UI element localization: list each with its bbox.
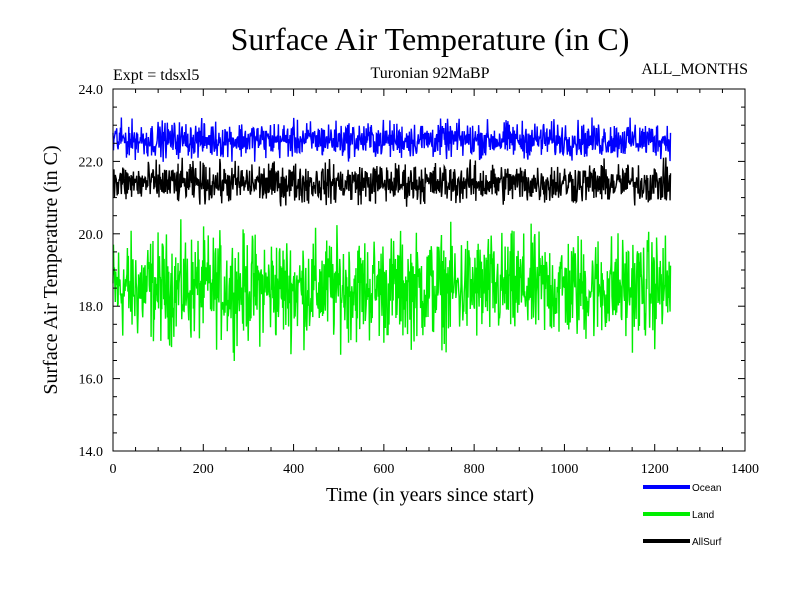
axis-tick-labels: 0 200 400 600 800 1000 1200 1400 14.0 16.0 18.0 20.… bbox=[79, 83, 760, 477]
x-tick-label: 200 bbox=[193, 462, 214, 477]
y-tick-label: 20.0 bbox=[79, 228, 104, 243]
months-label: ALL_MONTHS bbox=[641, 61, 748, 78]
x-tick-label: 1000 bbox=[550, 462, 578, 477]
x-tick-label: 400 bbox=[283, 462, 304, 477]
series-line-land bbox=[112, 219, 672, 362]
legend-label-allsurf: AllSurf bbox=[692, 537, 722, 548]
x-tick-label: 800 bbox=[464, 462, 485, 477]
x-tick-label: 1400 bbox=[731, 462, 759, 477]
y-tick-label: 22.0 bbox=[79, 155, 104, 170]
x-axis-label: Time (in years since start) bbox=[326, 484, 534, 506]
legend: Ocean Land AllSurf bbox=[643, 483, 722, 548]
x-tick-label: 1200 bbox=[641, 462, 669, 477]
legend-label-ocean: Ocean bbox=[692, 483, 721, 494]
chart-title: Surface Air Temperature (in C) bbox=[231, 21, 630, 57]
y-tick-label: 14.0 bbox=[79, 445, 104, 460]
experiment-label: Expt = tdsxl5 bbox=[113, 67, 199, 84]
legend-label-land: Land bbox=[692, 510, 714, 521]
y-tick-label: 18.0 bbox=[79, 300, 104, 315]
series-line-allsurf bbox=[112, 157, 672, 207]
axis-ticks bbox=[112, 88, 746, 452]
series-line-ocean bbox=[112, 117, 672, 162]
x-tick-label: 0 bbox=[110, 462, 117, 477]
y-axis-label: Surface Air Temperature (in C) bbox=[40, 145, 62, 394]
y-tick-label: 16.0 bbox=[79, 373, 104, 388]
x-tick-label: 600 bbox=[373, 462, 394, 477]
series-layer bbox=[112, 117, 672, 362]
period-label: Turonian 92MaBP bbox=[371, 65, 490, 82]
y-tick-label: 24.0 bbox=[79, 83, 104, 98]
